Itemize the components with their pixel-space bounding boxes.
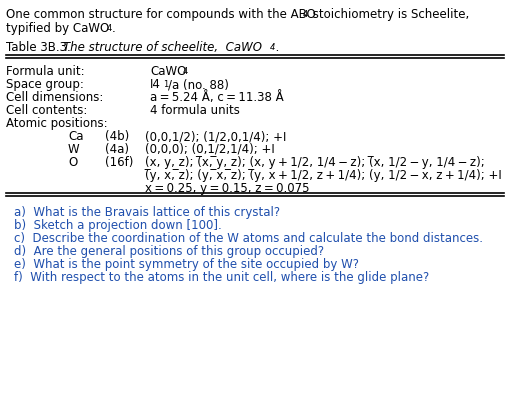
Text: x = 0.25, y = 0.15, z = 0.075: x = 0.25, y = 0.15, z = 0.075 xyxy=(145,182,309,195)
Text: a = 5.24 Å, c = 11.38 Å: a = 5.24 Å, c = 11.38 Å xyxy=(150,91,284,104)
Text: Space group:: Space group: xyxy=(6,78,84,91)
Text: (16f): (16f) xyxy=(105,156,133,169)
Text: (̅y, x, ̅z); (y, ̅x, ̅z); (̅y, x + 1/2, z + 1/4); (y, 1/2 − x, z + 1/4); +I: (̅y, x, ̅z); (y, ̅x, ̅z); (̅y, x + 1/2, … xyxy=(145,169,502,182)
Text: e)  What is the point symmetry of the site occupied by W?: e) What is the point symmetry of the sit… xyxy=(14,258,359,271)
Text: Ca: Ca xyxy=(68,130,83,143)
Text: 4: 4 xyxy=(303,10,308,19)
Text: c)  Describe the coordination of the W atoms and calculate the bond distances.: c) Describe the coordination of the W at… xyxy=(14,232,483,245)
Text: Cell dimensions:: Cell dimensions: xyxy=(6,91,103,104)
Text: CaWO: CaWO xyxy=(150,65,186,78)
Text: f)  With respect to the atoms in the unit cell, where is the glide plane?: f) With respect to the atoms in the unit… xyxy=(14,271,429,284)
Text: d)  Are the general positions of this group occupied?: d) Are the general positions of this gro… xyxy=(14,245,324,258)
Text: typified by CaWO: typified by CaWO xyxy=(6,22,109,35)
Text: (x, y, z); (̅x, ̅y, z); (x, y + 1/2, 1/4 − z); (̅x, 1/2 − y, 1/4 − z);: (x, y, z); (̅x, ̅y, z); (x, y + 1/2, 1/4… xyxy=(145,156,485,169)
Text: stoichiometry is Scheelite,: stoichiometry is Scheelite, xyxy=(309,8,470,21)
Text: (0,0,1/2); (1/2,0,1/4); +I: (0,0,1/2); (1/2,0,1/4); +I xyxy=(145,130,286,143)
Text: (4a): (4a) xyxy=(105,143,129,156)
Text: 4: 4 xyxy=(183,67,188,76)
Text: .: . xyxy=(112,22,116,35)
Text: Atomic positions:: Atomic positions: xyxy=(6,117,108,130)
Text: Table 3B.3.: Table 3B.3. xyxy=(6,41,75,54)
Text: 4 formula units: 4 formula units xyxy=(150,104,240,117)
Text: I4: I4 xyxy=(150,78,161,91)
Text: Cell contents:: Cell contents: xyxy=(6,104,88,117)
Text: .: . xyxy=(275,41,279,54)
Text: O: O xyxy=(68,156,77,169)
Text: W: W xyxy=(68,143,80,156)
Text: a)  What is the Bravais lattice of this crystal?: a) What is the Bravais lattice of this c… xyxy=(14,206,280,219)
Text: (4b): (4b) xyxy=(105,130,129,143)
Text: (0,0,0); (0,1/2,1/4); +I: (0,0,0); (0,1/2,1/4); +I xyxy=(145,143,275,156)
Text: 1: 1 xyxy=(163,80,168,89)
Text: 4: 4 xyxy=(270,43,275,52)
Text: One common structure for compounds with the ABO: One common structure for compounds with … xyxy=(6,8,316,21)
Text: Formula unit:: Formula unit: xyxy=(6,65,84,78)
Text: 4: 4 xyxy=(107,24,112,33)
Text: b)  Sketch a projection down [100].: b) Sketch a projection down [100]. xyxy=(14,219,222,232)
Text: /a (no. 88): /a (no. 88) xyxy=(168,78,229,91)
Text: The structure of scheelite,  CaWO: The structure of scheelite, CaWO xyxy=(63,41,262,54)
